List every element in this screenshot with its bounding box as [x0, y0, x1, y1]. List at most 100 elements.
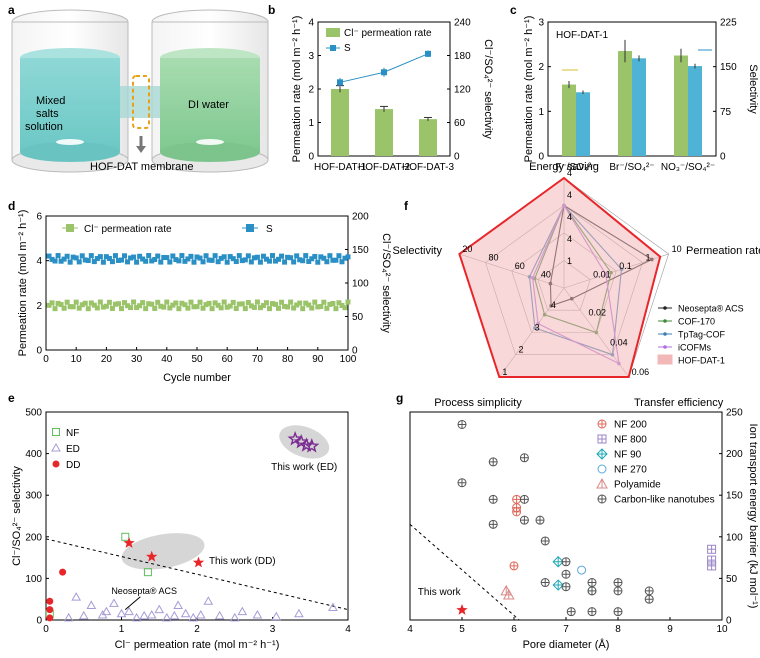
d-point	[203, 302, 209, 308]
d-point	[285, 304, 291, 310]
d-point	[197, 255, 203, 261]
membrane-label: HOF-DAT membrane	[90, 161, 194, 173]
d-legend-2: S	[266, 224, 273, 235]
d-point	[342, 255, 348, 261]
d-point	[239, 301, 245, 307]
d-point	[209, 257, 215, 263]
d-point	[288, 255, 294, 261]
d-point	[297, 300, 303, 306]
d-point	[321, 299, 327, 305]
b-bar	[331, 89, 349, 156]
e-ed-point	[116, 608, 127, 618]
e-ed-point	[237, 606, 248, 616]
g-point-5-cross	[562, 570, 570, 579]
d-point	[100, 304, 106, 310]
d-point	[282, 259, 288, 265]
d-point	[279, 253, 285, 259]
f-axis-title: Process simplicity	[434, 397, 522, 409]
d-point	[300, 306, 306, 312]
d-xtick-label: 20	[101, 354, 113, 365]
d-point	[212, 253, 218, 259]
d-point	[146, 253, 152, 259]
e-ed-point	[169, 610, 180, 620]
c-xtick-label: F⁻/SO₄²⁻	[555, 162, 596, 173]
membrane-box	[132, 75, 150, 129]
d-point	[170, 253, 176, 259]
b-left-ytick-label: 2	[308, 85, 314, 96]
g-trend-line	[409, 523, 520, 621]
left-beaker	[11, 9, 129, 173]
f-scale-label: 40	[541, 270, 551, 280]
g-point-3	[577, 565, 587, 575]
b-right-ytick-label: 60	[454, 118, 466, 129]
d-point	[52, 258, 58, 264]
d-point	[185, 256, 191, 262]
d-point	[330, 257, 336, 263]
b-s-point	[337, 79, 343, 86]
d-point	[85, 306, 91, 312]
e-note-dd: This work (DD)	[209, 556, 276, 567]
d-point	[294, 253, 300, 259]
panel-g: g 250 200 150 100 50 0 4 5 6 7 8 9 10 This work NF 200…	[396, 391, 759, 651]
g-legend-marker-0-cross	[598, 420, 606, 428]
f-legend-label-3: iCOFMs	[678, 343, 711, 353]
d-point	[82, 300, 88, 306]
d-point	[125, 259, 131, 265]
left-label-1: Mixed	[36, 95, 65, 107]
panel-e: e 500 400 300 200 100 00 1 2 3 4 This work (ED) Thi…	[8, 391, 351, 651]
d-point	[161, 304, 167, 310]
e-ed-point	[203, 596, 214, 605]
d-point	[134, 259, 140, 265]
d-point	[49, 300, 55, 306]
d-point	[339, 302, 345, 308]
d-point	[257, 305, 263, 311]
e-xlabel: Cl⁻ permeation rate (mol m⁻² h⁻¹)	[115, 639, 280, 651]
e-dd-point	[59, 568, 67, 576]
d-point	[122, 300, 128, 306]
d-point	[303, 253, 309, 259]
e-dd-point	[46, 597, 54, 605]
d-xtick-label: 90	[312, 354, 324, 365]
d-point	[164, 299, 170, 305]
f-scale-label: 4	[567, 212, 572, 222]
d-point	[88, 300, 94, 306]
d-point	[306, 258, 312, 264]
d-point	[315, 259, 321, 265]
b-plot: 43210240180120600HOF-DAT-1HOF-DAT-2HOF-D…	[308, 18, 471, 174]
g-xtick-label: 6	[511, 624, 517, 635]
d-point	[100, 259, 106, 265]
d-point	[115, 257, 121, 263]
g-point-5-cross	[645, 586, 654, 595]
d-point	[209, 306, 215, 312]
g-point-5-cross	[562, 557, 570, 566]
f-legend: Neosepta® ACS COF-170 TpTag-COF iCOFMs HOF-D…	[657, 304, 744, 366]
d-point	[254, 254, 260, 260]
d-point	[103, 254, 109, 260]
d-point	[191, 259, 197, 265]
f-legend-swatch-4	[657, 354, 673, 365]
d-point	[242, 257, 248, 263]
e-ed-point	[180, 608, 191, 618]
g-ytick-label: 100	[726, 532, 743, 543]
e-ed-point	[173, 600, 183, 609]
d-point	[239, 258, 245, 264]
d-point	[188, 253, 194, 259]
e-ed-point	[71, 592, 82, 601]
d-point	[224, 259, 230, 265]
c-left-ytick-label: 3	[538, 18, 544, 29]
d-point	[143, 306, 149, 312]
d-point	[200, 259, 206, 265]
c-right-ytick-label: 225	[720, 18, 737, 29]
e-dd-point	[46, 606, 54, 614]
d-point	[206, 257, 212, 263]
d-point	[152, 256, 158, 262]
f-legend-label-1: COF-170	[678, 317, 715, 327]
d-point	[140, 300, 146, 306]
panel-label-f: f	[404, 199, 409, 213]
d-point	[279, 299, 285, 305]
d-point	[122, 253, 128, 259]
d-point	[273, 301, 279, 307]
e-ed-point	[63, 612, 74, 622]
f-axis-title: Energy saving	[529, 161, 599, 173]
e-this-dd-point	[123, 537, 135, 548]
